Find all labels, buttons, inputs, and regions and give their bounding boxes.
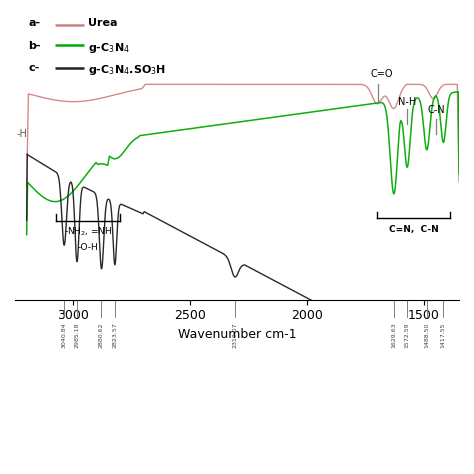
Text: c-: c- bbox=[28, 64, 39, 73]
Text: 2880.62: 2880.62 bbox=[99, 322, 104, 348]
Text: 1488.50: 1488.50 bbox=[424, 322, 429, 348]
Text: C=O: C=O bbox=[371, 69, 393, 79]
Text: 1629.63: 1629.63 bbox=[391, 322, 396, 348]
Text: 2823.57: 2823.57 bbox=[112, 322, 117, 348]
Text: b-: b- bbox=[28, 41, 41, 51]
Text: g-C$_3$N$_4$: g-C$_3$N$_4$ bbox=[88, 41, 130, 55]
Text: a-: a- bbox=[28, 18, 40, 28]
Text: N-H: N-H bbox=[399, 97, 417, 107]
Text: g-C$_3$N$_4$.SO$_3$H: g-C$_3$N$_4$.SO$_3$H bbox=[88, 64, 166, 77]
Text: 2310.07: 2310.07 bbox=[232, 322, 237, 348]
Text: 3040.84: 3040.84 bbox=[61, 322, 66, 348]
X-axis label: Wavenumber cm-1: Wavenumber cm-1 bbox=[178, 328, 296, 341]
Text: -O-H: -O-H bbox=[78, 243, 99, 252]
Text: C-N: C-N bbox=[428, 105, 446, 115]
Text: 2985.18: 2985.18 bbox=[74, 322, 79, 348]
Text: -H: -H bbox=[16, 129, 27, 139]
Text: -NH$_2$, =NH: -NH$_2$, =NH bbox=[64, 226, 112, 238]
Text: 1417.55: 1417.55 bbox=[441, 322, 446, 348]
Text: 1572.59: 1572.59 bbox=[404, 322, 410, 348]
Text: Urea: Urea bbox=[88, 18, 118, 28]
Text: C=N,  C-N: C=N, C-N bbox=[389, 226, 438, 235]
